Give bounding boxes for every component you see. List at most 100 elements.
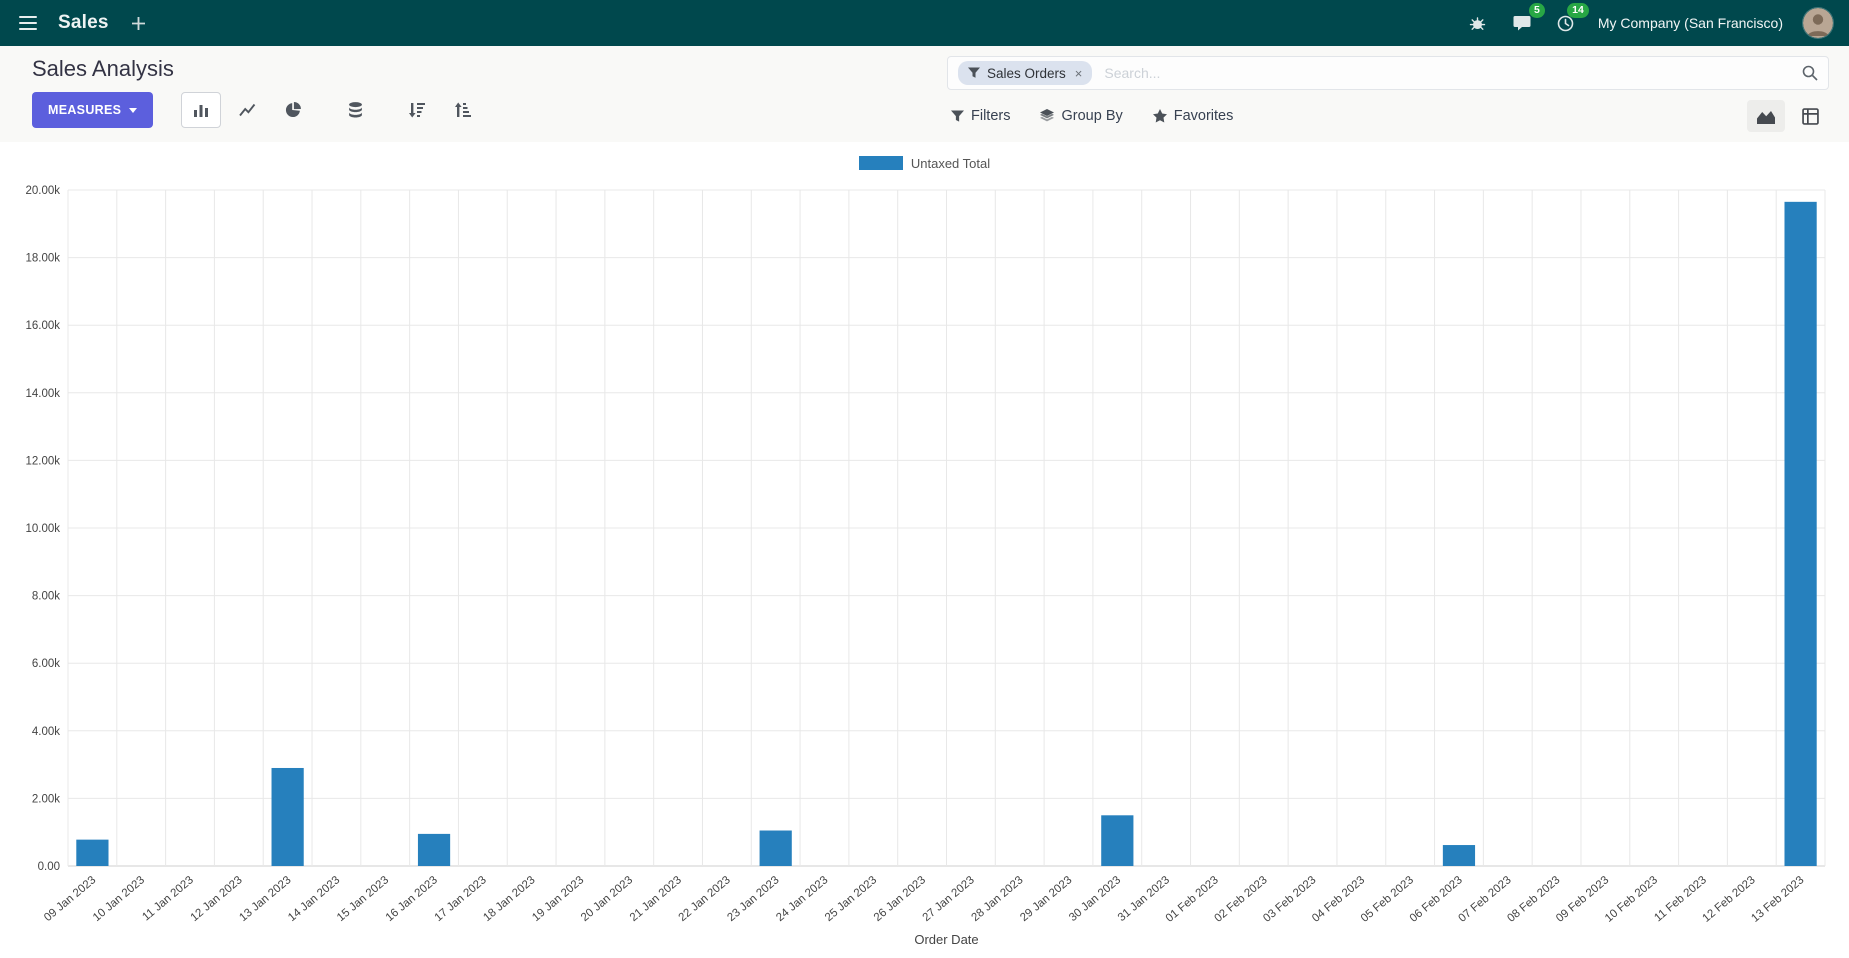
x-tick-label: 22 Jan 2023 xyxy=(677,874,733,924)
new-window-plus-icon[interactable] xyxy=(127,11,151,35)
chart-area: Untaxed Total 0.00 2.00k 4.00k 6.00k 8.00k 10… xyxy=(0,142,1849,952)
favorites-label: Favorites xyxy=(1173,108,1234,124)
y-tick-label: 16.00k xyxy=(25,320,60,332)
company-switcher[interactable]: My Company (San Francisco) xyxy=(1597,15,1783,31)
y-tick-label: 2.00k xyxy=(32,793,60,805)
x-tick-label: 15 Jan 2023 xyxy=(335,874,391,924)
x-tick-label: 02 Feb 2023 xyxy=(1212,874,1269,925)
x-tick-label: 07 Feb 2023 xyxy=(1456,874,1513,925)
bar[interactable] xyxy=(1784,201,1817,866)
x-tick-label: 13 Jan 2023 xyxy=(237,874,293,924)
bug-icon xyxy=(1470,16,1486,30)
sort-asc-icon xyxy=(455,102,472,117)
group-by-button[interactable]: Group By xyxy=(1040,108,1123,124)
x-tick-label: 21 Jan 2023 xyxy=(628,874,684,924)
chat-bubble-icon xyxy=(1513,16,1531,31)
x-tick-label: 12 Feb 2023 xyxy=(1701,874,1758,925)
sort-ascending-button[interactable] xyxy=(443,92,483,128)
search-input[interactable] xyxy=(1102,64,1792,82)
x-axis-title: Order Date xyxy=(914,932,978,947)
control-panel: Sales Analysis MEASURES xyxy=(0,46,1849,142)
x-tick-label: 01 Feb 2023 xyxy=(1164,874,1221,925)
bar[interactable] xyxy=(76,839,109,866)
y-tick-label: 14.00k xyxy=(25,388,60,400)
search-bar[interactable]: Sales Orders × xyxy=(947,56,1829,90)
x-tick-label: 08 Feb 2023 xyxy=(1505,874,1562,925)
plus-icon xyxy=(132,16,146,30)
filters-button[interactable]: Filters xyxy=(951,108,1010,124)
bar[interactable] xyxy=(1442,845,1476,866)
x-tick-label: 20 Jan 2023 xyxy=(579,874,635,924)
bar[interactable] xyxy=(417,833,451,866)
messages-icon-button[interactable]: 5 xyxy=(1510,3,1545,35)
facet-remove-icon[interactable]: × xyxy=(1074,65,1083,81)
app-name[interactable]: Sales xyxy=(58,12,109,33)
search-options-row: Filters Group By Favorites xyxy=(947,100,1829,132)
y-tick-label: 4.00k xyxy=(32,726,60,738)
page-title: Sales Analysis xyxy=(32,56,174,81)
x-tick-label: 29 Jan 2023 xyxy=(1018,874,1074,924)
top-navbar: Sales 5 14 My Company (San Francisco) xyxy=(0,0,1849,46)
clock-icon xyxy=(1558,15,1574,31)
x-tick-label: 06 Feb 2023 xyxy=(1408,874,1465,925)
debug-bug-icon[interactable] xyxy=(1466,11,1490,35)
pivot-table-icon xyxy=(1801,107,1819,125)
navbar-right-group: 5 14 My Company (San Francisco) xyxy=(1466,3,1833,38)
y-tick-label: 8.00k xyxy=(32,591,60,603)
bar[interactable] xyxy=(1101,815,1134,866)
measures-button[interactable]: MEASURES xyxy=(32,92,154,128)
y-tick-label: 0.00 xyxy=(38,861,60,873)
y-tick-label: 20.00k xyxy=(25,185,60,197)
area-chart-icon xyxy=(1757,110,1775,124)
search-icon[interactable] xyxy=(1802,65,1818,81)
group-by-label: Group By xyxy=(1061,108,1123,124)
pie-chart-icon xyxy=(286,102,302,118)
x-tick-label: 13 Feb 2023 xyxy=(1749,874,1806,925)
x-tick-label: 10 Feb 2023 xyxy=(1603,874,1660,925)
chart-legend[interactable]: Untaxed Total xyxy=(0,152,1849,174)
legend-label: Untaxed Total xyxy=(910,155,991,171)
control-panel-right: Sales Orders × Filters xyxy=(947,56,1829,132)
group-by-layers-icon xyxy=(1040,109,1055,122)
y-tick-label: 10.00k xyxy=(25,523,60,535)
hamburger-icon xyxy=(19,16,37,30)
activities-count-badge: 14 xyxy=(1567,3,1589,18)
sort-desc-icon xyxy=(409,103,426,118)
pie-chart-type-button[interactable] xyxy=(273,92,313,128)
x-tick-label: 19 Jan 2023 xyxy=(530,874,586,924)
bar-chart-type-button[interactable] xyxy=(181,92,222,128)
x-tick-label: 24 Jan 2023 xyxy=(774,874,830,924)
x-tick-label: 14 Jan 2023 xyxy=(286,874,342,924)
messages-count-badge: 5 xyxy=(1528,3,1545,18)
x-tick-label: 03 Feb 2023 xyxy=(1261,874,1318,925)
graph-view-button[interactable] xyxy=(1747,100,1785,132)
y-tick-label: 18.00k xyxy=(25,253,60,265)
sales-bar-chart[interactable]: 0.00 2.00k 4.00k 6.00k 8.00k 10.00k 12.00k 14.0… xyxy=(16,176,1833,952)
search-facet[interactable]: Sales Orders × xyxy=(958,61,1093,85)
x-tick-label: 30 Jan 2023 xyxy=(1067,874,1123,924)
apps-menu-icon[interactable] xyxy=(16,11,40,35)
pivot-view-button[interactable] xyxy=(1791,100,1829,132)
favorites-button[interactable]: Favorites xyxy=(1152,108,1234,124)
x-tick-label: 16 Jan 2023 xyxy=(384,874,440,924)
y-tick-label: 12.00k xyxy=(25,455,60,467)
x-tick-label: 04 Feb 2023 xyxy=(1310,874,1367,925)
x-tick-label: 12 Jan 2023 xyxy=(189,874,245,924)
x-tick-label: 26 Jan 2023 xyxy=(872,874,928,924)
x-tick-label: 09 Feb 2023 xyxy=(1554,874,1611,925)
filters-funnel-icon xyxy=(951,110,964,122)
favorites-star-icon xyxy=(1152,109,1167,123)
line-chart-type-button[interactable] xyxy=(227,92,267,128)
bar[interactable] xyxy=(759,830,792,866)
user-avatar[interactable] xyxy=(1803,8,1833,38)
sort-descending-button[interactable] xyxy=(397,92,437,128)
x-tick-label: 10 Jan 2023 xyxy=(91,874,147,924)
bar[interactable] xyxy=(271,767,304,866)
facet-label: Sales Orders xyxy=(987,65,1066,81)
x-tick-label: 28 Jan 2023 xyxy=(969,874,1025,924)
x-tick-label: 23 Jan 2023 xyxy=(725,874,781,924)
activities-icon-button[interactable]: 14 xyxy=(1554,3,1589,35)
stacked-toggle-button[interactable] xyxy=(335,92,375,128)
legend-swatch xyxy=(858,156,903,170)
x-tick-label: 17 Jan 2023 xyxy=(433,874,489,924)
